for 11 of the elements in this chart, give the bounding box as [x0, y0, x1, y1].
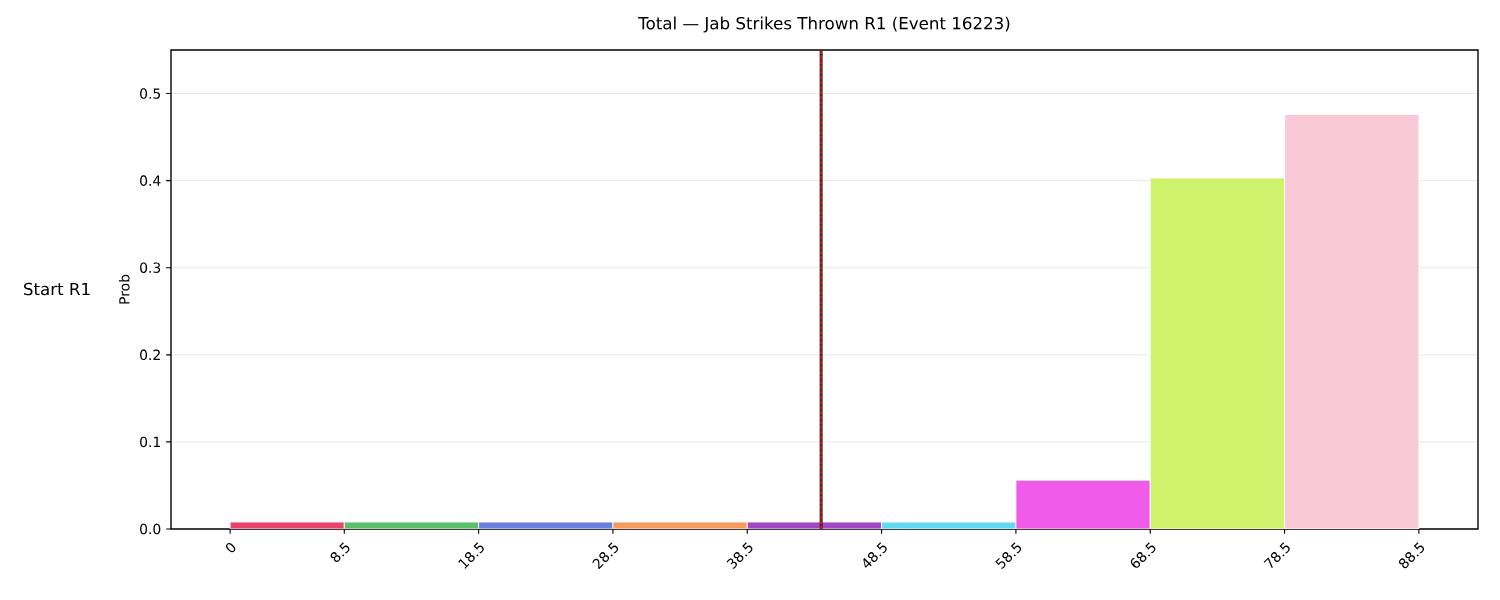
x-tick-label: 0 — [226, 542, 236, 553]
text: Start R1 — [23, 282, 90, 296]
y-tick-label: 0.3 — [140, 262, 161, 273]
y-axis-title: Prob — [118, 274, 130, 304]
y-tick-label: 0.4 — [140, 175, 161, 186]
y-tick-label: 0.1 — [140, 436, 160, 448]
y-tick-label: 0.5 — [140, 88, 161, 99]
chart-title: Total — Jab Strikes Thrown R1 (Event 16223) — [638, 16, 1010, 33]
y-tick-label: 0.2 — [140, 349, 160, 361]
x-tick-label: 8.5 — [330, 542, 350, 562]
y-tick-label: 0.0 — [140, 523, 161, 535]
